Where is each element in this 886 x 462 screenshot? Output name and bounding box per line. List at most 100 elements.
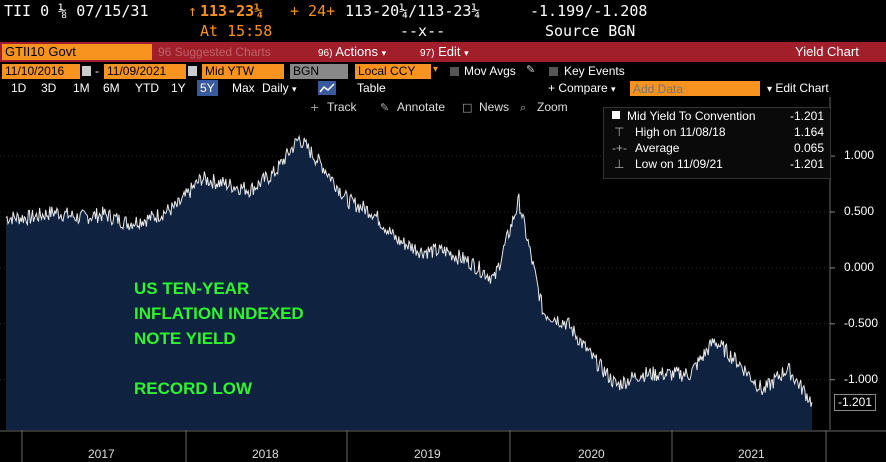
news-tool-label[interactable]: News: [479, 100, 509, 114]
period-button-6m[interactable]: 6M: [103, 81, 120, 95]
x-tick-label: 2018: [252, 447, 279, 461]
yield-area: [6, 136, 812, 430]
track-tool-label[interactable]: Track: [327, 100, 358, 114]
start-date-field[interactable]: 11/10/2016: [2, 64, 80, 79]
period-button-1d[interactable]: 1D: [11, 81, 27, 95]
key-events-label[interactable]: Key Events: [564, 64, 625, 78]
pencil-icon[interactable]: ✎: [526, 64, 536, 76]
mov-avgs-checkbox[interactable]: [450, 67, 459, 76]
last-price: 113-23¼: [200, 2, 264, 20]
compare-label: + Compare: [548, 81, 608, 95]
high-marker-icon: ⊤: [614, 125, 625, 139]
edit-num: 97): [420, 48, 435, 59]
actions-num: 96): [318, 48, 333, 59]
x-tick-label: 2020: [578, 447, 605, 461]
legend-series-name[interactable]: Mid Yield To Convention: [627, 109, 756, 123]
period-button-1m[interactable]: 1M: [73, 81, 90, 95]
yield-line: [5, 134, 813, 407]
calendar-icon[interactable]: [82, 66, 91, 76]
legend-low-value: -1.201: [789, 157, 824, 171]
line-chart-icon[interactable]: [318, 81, 336, 95]
zoom-tool-icon[interactable]: ⌕: [520, 101, 526, 114]
annotation-line: NOTE YIELD: [134, 329, 236, 348]
edit-button[interactable]: 97) Edit ▾: [420, 44, 469, 60]
series-swatch: [612, 111, 620, 119]
period-button-1y[interactable]: 1Y: [171, 81, 186, 95]
annotation-line: RECORD LOW: [134, 379, 253, 398]
parameter-bar: 11/10/2016 - 11/09/2021 Mid YTW BGN Loca…: [0, 62, 886, 80]
ticker: TII 0 ⅛ 07/15/31: [4, 2, 149, 20]
suggested-charts-label: Suggested Charts: [174, 45, 271, 59]
legend-high-value: 1.164: [793, 125, 824, 139]
chart-annotation: US TEN-YEAR INFLATION INDEXED NOTE YIELD…: [134, 276, 304, 401]
track-tool-icon[interactable]: +: [310, 101, 319, 114]
quote-source: Source BGN: [545, 22, 636, 40]
compare-caret-icon: ▾: [611, 84, 616, 94]
x-tick-label: 2017: [88, 447, 115, 461]
y-tick-label: 0.000: [844, 259, 875, 274]
source-field[interactable]: BGN: [290, 64, 348, 79]
x-tick-label: 2019: [414, 447, 441, 461]
yield-chart[interactable]: + Track ✎ Annotate □ News ⌕ Zoom: [0, 97, 886, 462]
annotation-line: INFLATION INDEXED: [134, 304, 304, 323]
edit-chart-button[interactable]: ▾ Edit Chart: [767, 80, 829, 96]
frequency-select[interactable]: Daily ▾: [262, 80, 297, 96]
legend-series-value: -1.201: [789, 109, 824, 123]
annotate-tool-label[interactable]: Annotate: [397, 100, 445, 114]
compare-button[interactable]: + Compare ▾: [548, 80, 616, 96]
currency-select[interactable]: Local CCY: [355, 64, 431, 79]
command-bar: GTII10 Govt 96 Suggested Charts 96) Acti…: [0, 42, 886, 62]
quote-size: --x--: [400, 22, 446, 40]
table-button[interactable]: Table: [357, 81, 386, 95]
bid-ask-yield: -1.199/-1.208: [530, 2, 648, 20]
y-tick-label: -1.000: [844, 371, 879, 386]
average-marker-icon: -+-: [612, 141, 627, 155]
price-change: + 24+: [290, 2, 336, 20]
frequency-label: Daily: [262, 81, 289, 95]
quote-time: At 15:58: [200, 22, 273, 40]
chart-title: Yield Chart: [795, 44, 859, 59]
quote-header: TII 0 ⅛ 07/15/31 ↑ 113-23¼ + 24+ 113-20¼…: [0, 0, 886, 42]
news-tool-icon[interactable]: □: [462, 101, 472, 114]
x-tick-label: 2021: [738, 447, 765, 461]
zoom-tool-label[interactable]: Zoom: [537, 100, 568, 114]
legend-panel: Mid Yield To Convention -1.201 ⊤ High on…: [603, 107, 831, 179]
period-button-3d[interactable]: 3D: [41, 81, 57, 95]
suggested-charts-button[interactable]: 96 Suggested Charts: [158, 44, 271, 60]
edit-label: Edit: [438, 44, 461, 59]
legend-average-value: 0.065: [793, 141, 824, 155]
chart-tools: + Track ✎ Annotate □ News ⌕ Zoom: [310, 100, 568, 114]
legend-low-label: Low on 11/09/21: [635, 157, 723, 171]
edit-chart-caret-icon: ▾: [767, 84, 773, 95]
field-select[interactable]: Mid YTW: [202, 64, 284, 79]
y-tick-label: -0.500: [844, 315, 879, 330]
low-marker-icon: ⊥: [614, 157, 625, 171]
add-data-input[interactable]: [630, 81, 760, 96]
last-value-label: -1.201: [834, 394, 877, 411]
period-button-ytd[interactable]: YTD: [135, 81, 159, 95]
actions-label: Actions: [335, 44, 378, 59]
frequency-caret-icon: ▾: [292, 84, 297, 94]
y-tick-label: 0.500: [844, 204, 875, 219]
actions-button[interactable]: 96) Actions ▾: [318, 44, 386, 60]
end-date-field[interactable]: 11/09/2021: [104, 64, 186, 79]
security-field[interactable]: GTII10 Govt: [2, 44, 152, 60]
suggested-charts-num: 96: [158, 45, 172, 59]
calendar-icon[interactable]: [188, 66, 197, 76]
actions-caret-icon: ▾: [381, 48, 387, 58]
bid-ask: 113-20¼/113-23¼: [345, 2, 481, 20]
annotate-tool-icon[interactable]: ✎: [380, 101, 389, 114]
period-button-max[interactable]: Max: [232, 81, 255, 95]
currency-caret-icon[interactable]: ▾: [433, 64, 439, 75]
period-button-5y[interactable]: 5Y: [197, 80, 218, 96]
edit-caret-icon: ▾: [464, 48, 469, 58]
y-tick-label: 1.000: [844, 148, 875, 163]
legend-average-label: Average: [635, 141, 680, 155]
up-arrow-icon: ↑: [188, 2, 198, 20]
mov-avgs-label[interactable]: Mov Avgs: [464, 64, 516, 78]
edit-chart-label: Edit Chart: [775, 81, 829, 95]
legend-high-label: High on 11/08/18: [635, 125, 726, 139]
key-events-checkbox[interactable]: [549, 67, 558, 76]
period-bar: 1D 3D 1M 6M YTD 1Y 5Y Max Daily ▾ Table + Compa…: [0, 80, 886, 97]
line-chart-glyph: [319, 83, 335, 93]
